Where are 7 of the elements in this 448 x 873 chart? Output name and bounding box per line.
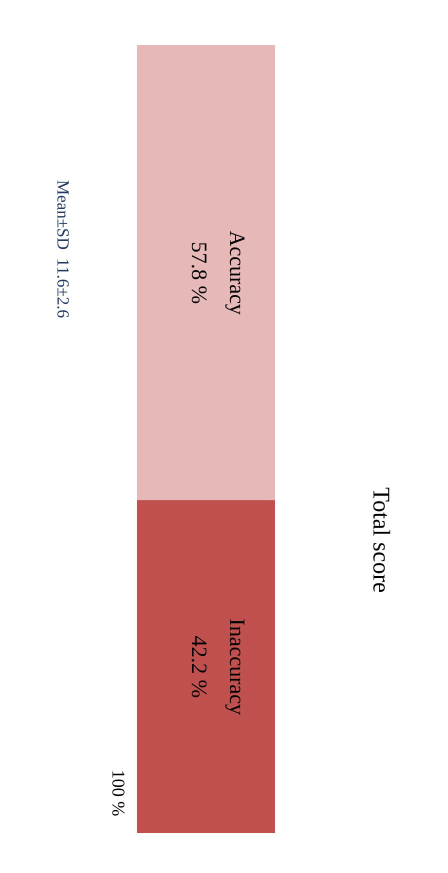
data-label: 42.2 % bbox=[187, 636, 212, 698]
text: Mean±SD 11.6±2.6 bbox=[54, 180, 73, 318]
series-label: Accuracy bbox=[225, 230, 250, 315]
text: Total score bbox=[368, 487, 394, 593]
text: 100 % bbox=[108, 770, 128, 816]
series-label: Inaccuracy bbox=[225, 618, 250, 715]
data-label: 57.8 % bbox=[187, 242, 212, 304]
